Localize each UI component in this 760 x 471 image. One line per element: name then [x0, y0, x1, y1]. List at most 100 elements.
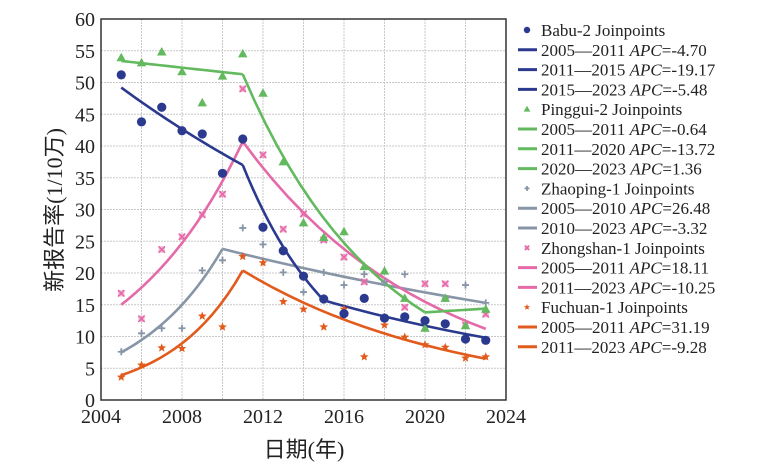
y-tick-label: 50 [75, 73, 95, 95]
fit-segment [242, 269, 487, 361]
legend-segment-label: 2015—2023 APC=-5.48 [541, 80, 707, 99]
points-zhaoping-1 [117, 224, 490, 356]
data-point [298, 271, 309, 281]
legend-segment-label: 2010—2023 APC=-3.32 [541, 219, 707, 238]
legend-segment-label: 2005—2011 APC=-4.70 [541, 41, 707, 60]
apc-value: =26.48 [662, 199, 710, 218]
data-point [299, 210, 308, 218]
data-point [440, 342, 450, 352]
segment-years: 2010—2023 [541, 219, 630, 238]
data-point [359, 261, 369, 271]
plot-frame [100, 18, 507, 401]
y-axis-label: 新报告率(1/10万) [42, 128, 67, 292]
segment-years: 2011—2023 [541, 338, 630, 357]
legend-series-label: Fuchuan-1 Joinpoints [541, 298, 688, 317]
data-point [460, 320, 471, 330]
data-point [400, 303, 409, 312]
apc-label: APC [629, 160, 663, 179]
segment-years: 2015—2023 [541, 80, 630, 99]
apc-label: APC [629, 140, 663, 159]
fit-series-zhaoping-1 [120, 247, 486, 354]
legend-marker-cross-icon [524, 244, 530, 251]
data-point [157, 245, 166, 254]
legend-series-label: Zhongshan-1 Joinpoints [541, 239, 705, 258]
data-point [157, 343, 167, 352]
data-point [219, 256, 226, 264]
data-point [400, 312, 410, 322]
data-point [198, 266, 206, 274]
data-point [359, 293, 369, 303]
x-tick-label: 2016 [324, 406, 364, 428]
x-tick-label: 2020 [405, 406, 445, 428]
data-point [177, 126, 187, 136]
data-point [360, 278, 369, 286]
data-point [299, 304, 308, 313]
data-point [218, 190, 227, 199]
data-point [217, 71, 228, 80]
data-point [238, 85, 247, 93]
fit-segment [241, 73, 426, 314]
apc-label: APC [629, 61, 663, 80]
data-point [319, 322, 329, 331]
data-point [278, 156, 288, 166]
data-point [420, 316, 430, 326]
data-point [420, 323, 430, 332]
legend-marker-triangle-icon [523, 105, 531, 112]
legend-segment-label: 2011—2023 APC=-9.28 [541, 338, 707, 357]
data-point [279, 225, 288, 233]
segment-years: 2020—2023 [541, 160, 630, 179]
data-point [481, 352, 491, 361]
fit-segment [424, 307, 486, 314]
data-point [116, 70, 126, 80]
apc-label: APC [629, 120, 663, 139]
data-point [239, 224, 247, 232]
data-point [339, 304, 349, 313]
apc-label: APC [629, 259, 663, 278]
data-point [157, 102, 167, 112]
data-point [197, 97, 207, 107]
x-tick-label: 2012 [243, 406, 283, 428]
legend-segment-label: 2011—2020 APC=-13.72 [541, 140, 715, 159]
data-point [481, 335, 491, 345]
fit-segment [222, 247, 486, 305]
data-point [197, 129, 207, 139]
data-point [319, 232, 329, 241]
segment-years: 2011—2020 [541, 140, 630, 159]
data-point [138, 329, 145, 337]
apc-value: =-5.48 [662, 80, 707, 99]
apc-value: =31.19 [662, 318, 710, 337]
legend-segment-label: 2005—2010 APC=26.48 [541, 199, 710, 218]
y-tick-label: 40 [75, 136, 95, 158]
segment-years: 2011—2015 [541, 61, 630, 80]
fit-series-fuchuan-1 [120, 269, 487, 377]
legend-marker-star-icon [523, 303, 531, 310]
legend-segment-label: 2011—2023 APC=-10.25 [541, 278, 715, 297]
legend-segment-label: 2020—2023 APC=1.36 [541, 160, 702, 179]
data-point [178, 233, 186, 241]
apc-value: =-0.64 [662, 120, 707, 139]
data-point [137, 360, 146, 369]
data-point [441, 280, 450, 288]
legend-marker-circle-icon [523, 26, 531, 34]
y-tick-label: 35 [75, 168, 95, 190]
data-point [440, 293, 450, 302]
segment-years: 2005—2010 [541, 199, 630, 218]
data-point [379, 266, 390, 275]
x-axis-label: 日期(年) [264, 437, 345, 462]
apc-value: =-10.25 [662, 278, 716, 297]
apc-label: APC [629, 199, 663, 218]
apc-value: =1.36 [662, 160, 701, 179]
x-tick-label: 2024 [486, 406, 526, 428]
data-point [380, 320, 389, 329]
data-point [178, 324, 186, 332]
data-point [320, 268, 328, 276]
data-point [279, 268, 287, 276]
data-point [381, 278, 388, 286]
x-axis: 2004 2008 2012 2016 2020 2024 [81, 406, 526, 428]
apc-label: APC [629, 41, 663, 60]
data-point [340, 281, 348, 289]
data-point [136, 57, 147, 67]
y-tick-label: 60 [75, 9, 95, 31]
